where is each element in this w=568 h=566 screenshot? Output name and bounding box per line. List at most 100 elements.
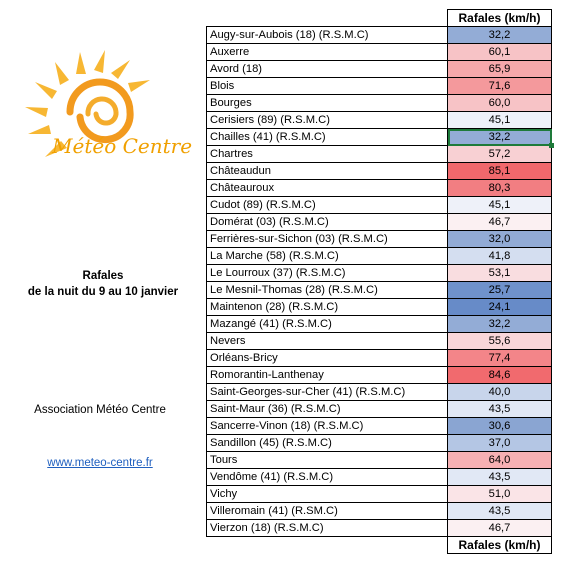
gust-value-cell[interactable]: 45,1 bbox=[447, 111, 552, 129]
gust-value-cell[interactable]: 41,8 bbox=[447, 247, 552, 265]
gust-value-cell[interactable]: 32,2 bbox=[447, 26, 552, 44]
station-name-cell[interactable]: Chartres bbox=[206, 145, 448, 163]
station-name-cell[interactable]: Ferrières-sur-Sichon (03) (R.S.M.C) bbox=[206, 230, 448, 248]
table-row: Cerisiers (89) (R.S.M.C) 45,1 bbox=[206, 111, 552, 129]
gust-value-cell[interactable]: 32,2 bbox=[447, 128, 552, 146]
station-name-cell[interactable]: Orléans-Bricy bbox=[206, 349, 448, 367]
table-row: Domérat (03) (R.S.M.C) 46,7 bbox=[206, 213, 552, 231]
table-row: Châteaudun 85,1 bbox=[206, 162, 552, 180]
gust-value-cell[interactable]: 45,1 bbox=[447, 196, 552, 214]
table-row: Vierzon (18) (R.S.M.C) 46,7 bbox=[206, 519, 552, 537]
table-row: Romorantin-Lanthenay 84,6 bbox=[206, 366, 552, 384]
gust-value-cell[interactable]: 85,1 bbox=[447, 162, 552, 180]
gust-value-cell[interactable]: 77,4 bbox=[447, 349, 552, 367]
gust-value-cell[interactable]: 65,9 bbox=[447, 60, 552, 78]
column-header-gusts: Rafales (km/h) bbox=[447, 9, 552, 27]
station-name-cell[interactable]: Bourges bbox=[206, 94, 448, 112]
gust-value-cell[interactable]: 80,3 bbox=[447, 179, 552, 197]
station-name-cell[interactable]: Chailles (41) (R.S.M.C) bbox=[206, 128, 448, 146]
gust-value-cell[interactable]: 46,7 bbox=[447, 519, 552, 537]
logo-text: Météo Centre bbox=[52, 134, 193, 158]
table-row: Chailles (41) (R.S.M.C) 32,2 bbox=[206, 128, 552, 146]
station-name-cell[interactable]: Augy-sur-Aubois (18) (R.S.M.C) bbox=[206, 26, 448, 44]
station-name-cell[interactable]: Tours bbox=[206, 451, 448, 469]
station-name-cell[interactable]: Le Mesnil-Thomas (28) (R.S.M.C) bbox=[206, 281, 448, 299]
table-row: Chartres 57,2 bbox=[206, 145, 552, 163]
selection-fill-handle[interactable] bbox=[548, 142, 554, 148]
station-name-cell[interactable]: Sandillon (45) (R.S.M.C) bbox=[206, 434, 448, 452]
sun-logo-icon bbox=[25, 50, 150, 157]
station-name-cell[interactable]: Vierzon (18) (R.S.M.C) bbox=[206, 519, 448, 537]
station-name-cell[interactable]: Romorantin-Lanthenay bbox=[206, 366, 448, 384]
gust-value-cell[interactable]: 40,0 bbox=[447, 383, 552, 401]
table-row: Sandillon (45) (R.S.M.C) 37,0 bbox=[206, 434, 552, 452]
station-name-cell[interactable]: La Marche (58) (R.S.M.C) bbox=[206, 247, 448, 265]
station-name-cell[interactable]: Domérat (03) (R.S.M.C) bbox=[206, 213, 448, 231]
table-row: Saint-Maur (36) (R.S.M.C) 43,5 bbox=[206, 400, 552, 418]
station-name-cell[interactable]: Maintenon (28) (R.S.M.C) bbox=[206, 298, 448, 316]
table-row: Saint-Georges-sur-Cher (41) (R.S.M.C) 40,… bbox=[206, 383, 552, 401]
station-name-cell[interactable]: Avord (18) bbox=[206, 60, 448, 78]
table-row: Vichy 51,0 bbox=[206, 485, 552, 503]
table-row: La Marche (58) (R.S.M.C) 41,8 bbox=[206, 247, 552, 265]
gust-value-cell[interactable]: 43,5 bbox=[447, 400, 552, 418]
station-name-cell[interactable]: Saint-Georges-sur-Cher (41) (R.S.M.C) bbox=[206, 383, 448, 401]
table-row: Vendôme (41) (R.S.M.C) 43,5 bbox=[206, 468, 552, 486]
station-name-cell[interactable]: Châteauroux bbox=[206, 179, 448, 197]
station-name-cell[interactable]: Auxerre bbox=[206, 43, 448, 61]
gust-value-cell[interactable]: 64,0 bbox=[447, 451, 552, 469]
gust-value-cell[interactable]: 32,2 bbox=[447, 315, 552, 333]
station-name-cell[interactable]: Châteaudun bbox=[206, 162, 448, 180]
station-name-cell[interactable]: Mazangé (41) (R.S.M.C) bbox=[206, 315, 448, 333]
gust-value-cell[interactable]: 55,6 bbox=[447, 332, 552, 350]
table-row: Nevers 55,6 bbox=[206, 332, 552, 350]
gust-value-cell[interactable]: 37,0 bbox=[447, 434, 552, 452]
gust-value-cell[interactable]: 84,6 bbox=[447, 366, 552, 384]
station-name-cell[interactable]: Cudot (89) (R.S.M.C) bbox=[206, 196, 448, 214]
station-name-cell[interactable]: Villeromain (41) (R.SM.C) bbox=[206, 502, 448, 520]
table-row: Sancerre-Vinon (18) (R.S.M.C) 30,6 bbox=[206, 417, 552, 435]
station-name-cell[interactable]: Cerisiers (89) (R.S.M.C) bbox=[206, 111, 448, 129]
caption-subtitle: de la nuit du 9 au 10 janvier bbox=[27, 286, 179, 298]
table-row: Maintenon (28) (R.S.M.C) 24,1 bbox=[206, 298, 552, 316]
table-header-row: Rafales (km/h) bbox=[207, 9, 552, 27]
column-footer-gusts: Rafales (km/h) bbox=[447, 536, 552, 554]
table-row: Blois 71,6 bbox=[206, 77, 552, 95]
table-row: Ferrières-sur-Sichon (03) (R.S.M.C) 32,0 bbox=[206, 230, 552, 248]
table-footer-row: Rafales (km/h) bbox=[207, 536, 552, 554]
station-name-cell[interactable]: Le Lourroux (37) (R.S.M.C) bbox=[206, 264, 448, 282]
gust-value-cell[interactable]: 30,6 bbox=[447, 417, 552, 435]
table-row: Cudot (89) (R.S.M.C) 45,1 bbox=[206, 196, 552, 214]
gust-value-cell[interactable]: 53,1 bbox=[447, 264, 552, 282]
table-row: Auxerre 60,1 bbox=[206, 43, 552, 61]
gust-value-cell[interactable]: 43,5 bbox=[447, 502, 552, 520]
gust-value-cell[interactable]: 46,7 bbox=[447, 213, 552, 231]
caption-title: Rafales bbox=[82, 270, 124, 282]
station-name-cell[interactable]: Nevers bbox=[206, 332, 448, 350]
station-name-cell[interactable]: Vendôme (41) (R.S.M.C) bbox=[206, 468, 448, 486]
table-row: Villeromain (41) (R.SM.C) 43,5 bbox=[206, 502, 552, 520]
station-name-cell[interactable]: Blois bbox=[206, 77, 448, 95]
gust-table: Rafales (km/h) Augy-sur-Aubois (18) (R.S… bbox=[206, 9, 552, 554]
table-row: Le Lourroux (37) (R.S.M.C) 53,1 bbox=[206, 264, 552, 282]
website-link[interactable]: www.meteo-centre.fr bbox=[47, 457, 153, 469]
table-row: Châteauroux 80,3 bbox=[206, 179, 552, 197]
gust-value-cell[interactable]: 43,5 bbox=[447, 468, 552, 486]
station-name-cell[interactable]: Saint-Maur (36) (R.S.M.C) bbox=[206, 400, 448, 418]
table-row: Orléans-Bricy 77,4 bbox=[206, 349, 552, 367]
station-name-cell[interactable]: Vichy bbox=[206, 485, 448, 503]
table-row: Bourges 60,0 bbox=[206, 94, 552, 112]
gust-value-cell[interactable]: 57,2 bbox=[447, 145, 552, 163]
gust-value-cell[interactable]: 25,7 bbox=[447, 281, 552, 299]
gust-value-cell[interactable]: 60,1 bbox=[447, 43, 552, 61]
table-row: Tours 64,0 bbox=[206, 451, 552, 469]
gust-value-cell[interactable]: 51,0 bbox=[447, 485, 552, 503]
table-row: Mazangé (41) (R.S.M.C) 32,2 bbox=[206, 315, 552, 333]
gust-value-cell[interactable]: 24,1 bbox=[447, 298, 552, 316]
gust-value-cell[interactable]: 71,6 bbox=[447, 77, 552, 95]
gust-value-cell[interactable]: 32,0 bbox=[447, 230, 552, 248]
association-name: Association Météo Centre bbox=[34, 404, 166, 416]
station-name-cell[interactable]: Sancerre-Vinon (18) (R.S.M.C) bbox=[206, 417, 448, 435]
gust-value-cell[interactable]: 60,0 bbox=[447, 94, 552, 112]
left-panel: Météo Centre Rafales de la nuit du 9 au … bbox=[0, 0, 206, 566]
